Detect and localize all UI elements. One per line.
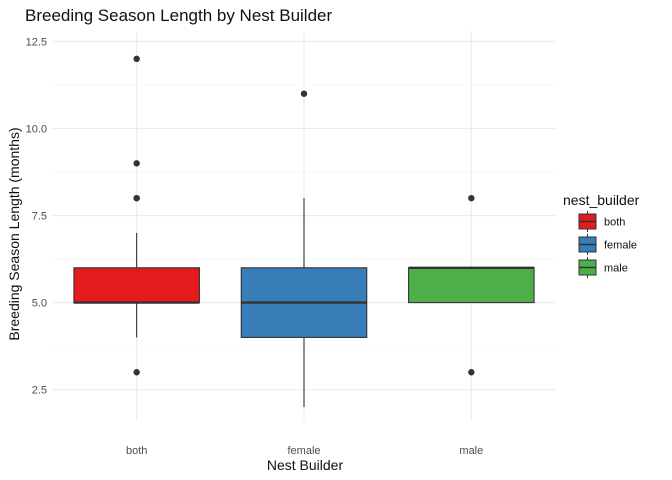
chart-title: Breeding Season Length by Nest Builder (25, 6, 332, 25)
box-female (240, 90, 368, 408)
plot-boxes (73, 55, 535, 408)
x-tick-label: both (126, 445, 147, 457)
legend-item-female: female (578, 234, 637, 255)
box-body (73, 267, 200, 304)
legend-item-male: male (578, 257, 628, 278)
box-body (408, 267, 535, 304)
box-male (408, 194, 535, 376)
x-axis-title: Nest Builder (267, 457, 344, 473)
y-tick-label: 10.0 (26, 124, 47, 136)
outlier-point (133, 369, 140, 376)
legend-item-both: both (578, 211, 625, 232)
y-axis-ticks: 2.5 5.0 7.5 10.0 12.5 (26, 36, 47, 396)
outlier-point (300, 90, 308, 97)
outlier-point (133, 160, 140, 167)
outlier-point (133, 55, 140, 63)
outlier-point (133, 194, 140, 202)
legend-label: both (604, 217, 625, 229)
x-tick-label: female (287, 445, 320, 457)
box-both (73, 55, 200, 376)
y-tick-label: 2.5 (32, 385, 47, 397)
outlier-point (468, 194, 475, 202)
legend-label: male (604, 263, 628, 275)
y-tick-label: 12.5 (26, 36, 47, 48)
y-tick-label: 7.5 (32, 211, 47, 223)
legend-label: female (604, 240, 637, 252)
x-tick-label: male (459, 445, 483, 457)
outlier-point (468, 369, 475, 376)
x-axis-ticks: both female male (126, 445, 483, 457)
y-tick-label: 5.0 (32, 298, 47, 310)
legend: nest_builder both female male (563, 192, 640, 278)
y-axis-title: Breeding Season Length (months) (6, 127, 22, 340)
legend-title: nest_builder (563, 192, 640, 208)
